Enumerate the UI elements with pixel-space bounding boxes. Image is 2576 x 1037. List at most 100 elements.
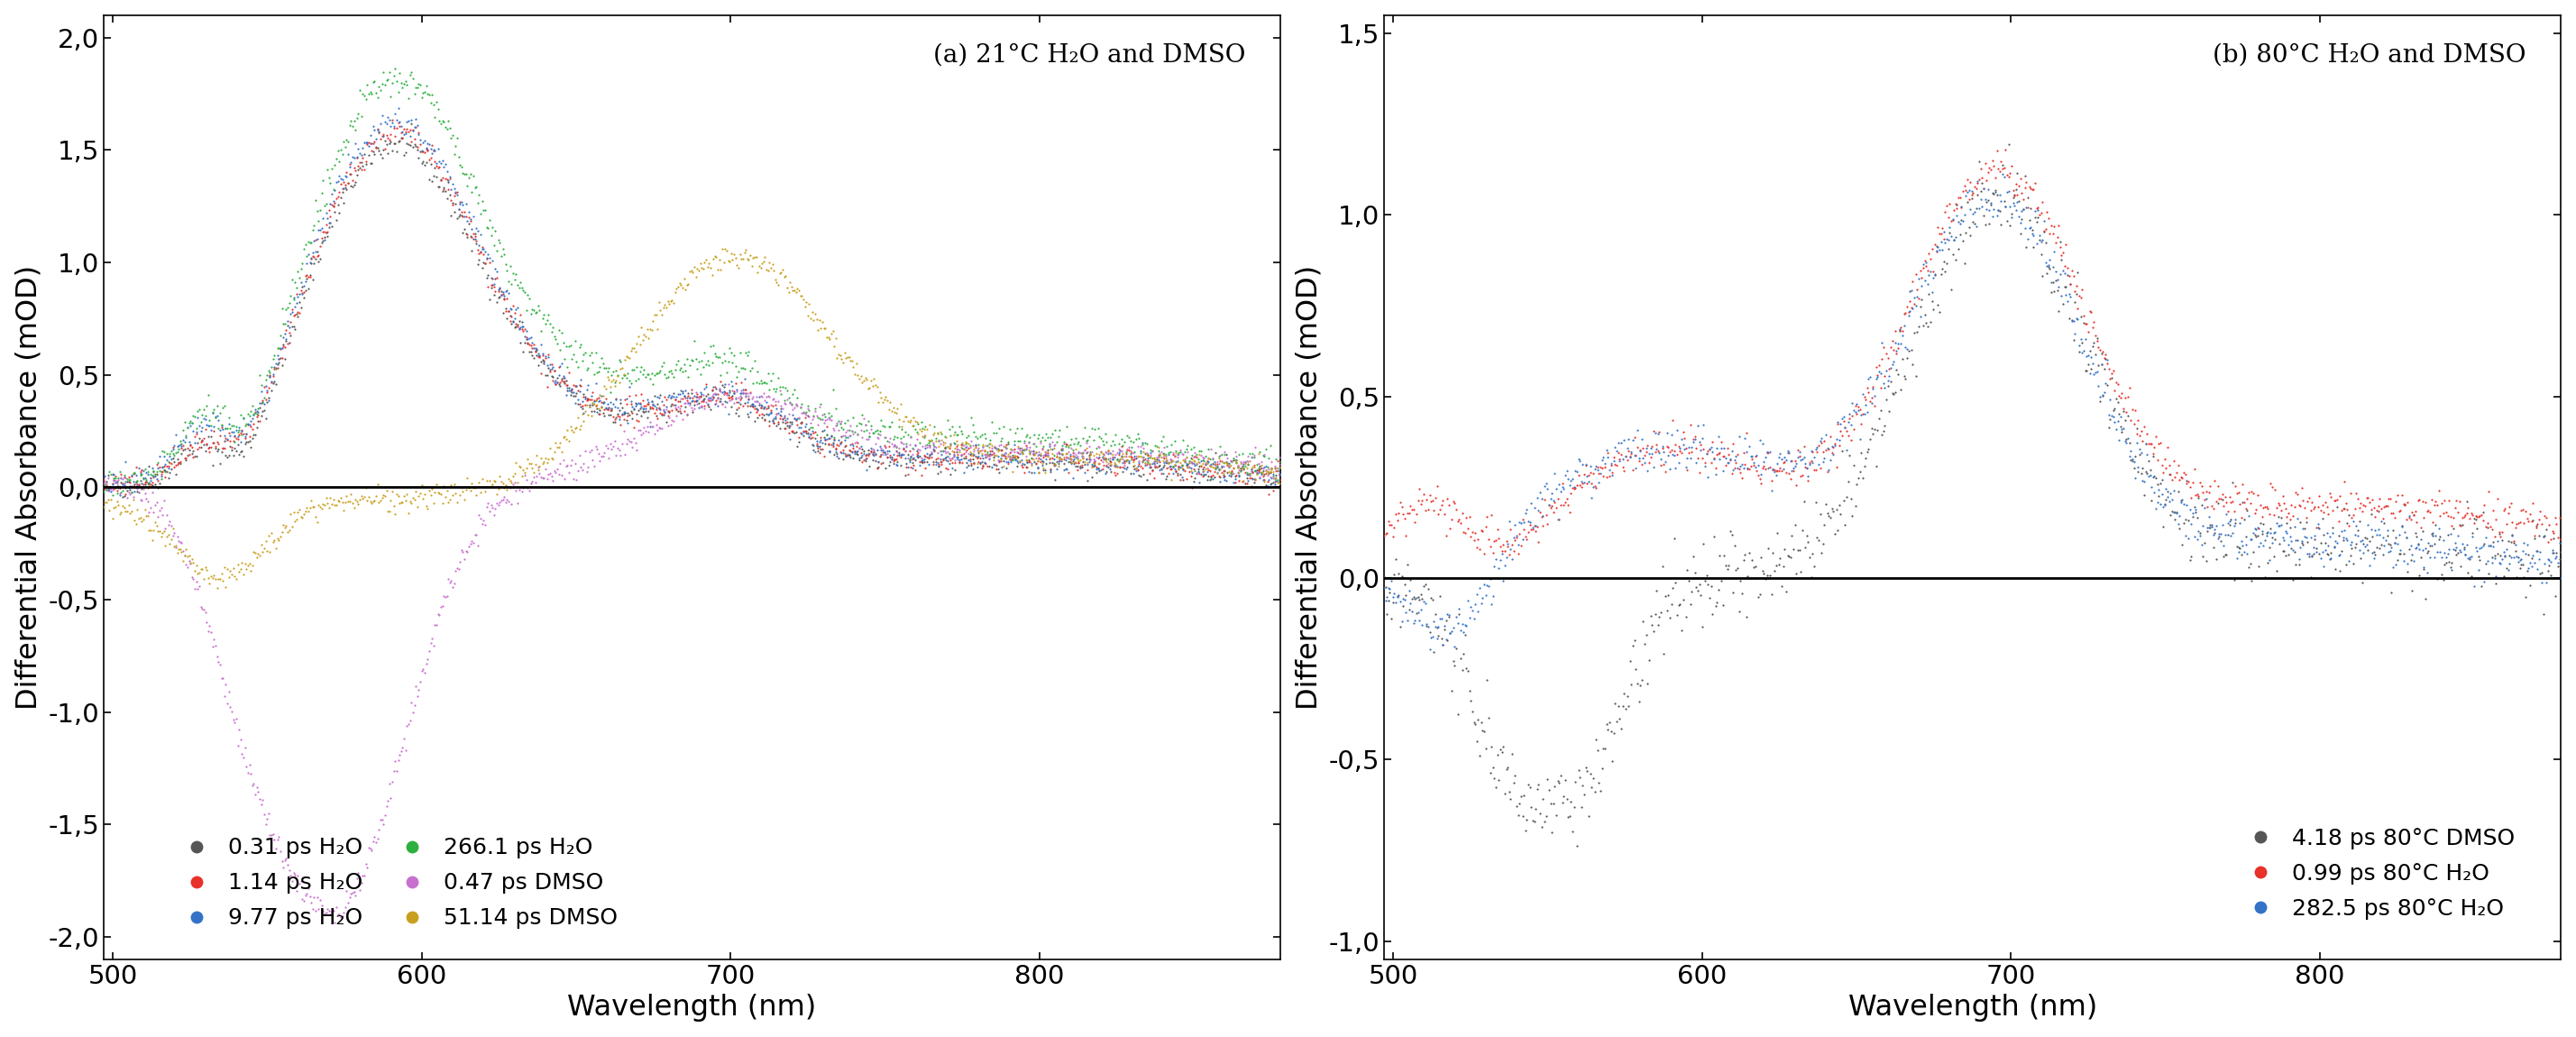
- Point: [1077, 420, 1118, 437]
- Point: [1012, 445, 1054, 461]
- Point: [1749, 444, 1790, 460]
- Point: [657, 393, 698, 410]
- Point: [698, 390, 739, 407]
- Point: [216, 737, 258, 754]
- Point: [2133, 483, 2174, 500]
- Point: [384, 730, 425, 747]
- Point: [1229, 466, 1270, 482]
- Point: [322, 171, 363, 188]
- Point: [616, 344, 657, 361]
- Point: [943, 436, 984, 452]
- Point: [2002, 202, 2043, 219]
- Point: [258, 355, 299, 371]
- Point: [283, 241, 325, 257]
- Point: [237, 545, 278, 562]
- Point: [2089, 361, 2130, 377]
- Point: [425, 190, 466, 206]
- Point: [2208, 512, 2249, 529]
- Point: [2540, 551, 2576, 567]
- Point: [471, 478, 513, 495]
- Point: [466, 496, 507, 512]
- Point: [531, 356, 572, 372]
- Point: [263, 336, 304, 353]
- Point: [183, 561, 224, 578]
- Point: [958, 428, 999, 445]
- Point: [1051, 440, 1092, 456]
- Point: [381, 742, 422, 759]
- Point: [829, 348, 871, 365]
- Point: [167, 415, 209, 431]
- Point: [482, 473, 523, 489]
- Point: [448, 538, 489, 555]
- Point: [88, 502, 129, 518]
- Point: [2267, 525, 2308, 541]
- Point: [801, 412, 842, 428]
- Point: [1901, 291, 1942, 308]
- Point: [538, 455, 580, 472]
- Point: [876, 444, 917, 460]
- Point: [1669, 449, 1710, 466]
- Point: [1260, 453, 1301, 470]
- Point: [1092, 437, 1133, 453]
- Point: [227, 416, 268, 432]
- Point: [2303, 527, 2344, 543]
- Point: [1159, 442, 1200, 458]
- Point: [2416, 497, 2458, 513]
- Point: [1198, 466, 1239, 482]
- Point: [621, 426, 662, 443]
- Point: [268, 862, 309, 878]
- Point: [1865, 380, 1906, 396]
- Point: [1865, 345, 1906, 362]
- Point: [124, 476, 165, 493]
- Point: [752, 255, 793, 272]
- Point: [392, 138, 433, 155]
- Point: [1499, 795, 1540, 812]
- Point: [2110, 443, 2151, 459]
- Point: [394, 85, 435, 102]
- Point: [93, 470, 134, 486]
- Point: [747, 394, 788, 411]
- Point: [258, 340, 299, 357]
- Point: [608, 414, 649, 430]
- Point: [1862, 374, 1904, 391]
- Point: [1146, 448, 1188, 465]
- Point: [533, 328, 574, 344]
- Point: [1126, 445, 1167, 461]
- Point: [1703, 596, 1744, 613]
- Point: [178, 410, 219, 426]
- Point: [793, 306, 835, 323]
- Point: [1170, 464, 1211, 480]
- Point: [116, 480, 157, 497]
- Point: [1942, 213, 1984, 229]
- Point: [1255, 471, 1296, 487]
- Point: [590, 373, 631, 390]
- Point: [1095, 467, 1136, 483]
- Point: [1535, 499, 1577, 515]
- Point: [927, 441, 969, 457]
- Point: [623, 326, 665, 342]
- Point: [1242, 466, 1283, 482]
- Point: [2164, 467, 2205, 483]
- Point: [698, 251, 739, 268]
- Point: [1705, 454, 1747, 471]
- Point: [1739, 457, 1780, 474]
- Point: [198, 570, 240, 587]
- Point: [1783, 449, 1824, 466]
- Point: [2094, 421, 2136, 438]
- Point: [866, 446, 907, 463]
- Point: [456, 256, 497, 273]
- Point: [706, 375, 747, 392]
- Point: [546, 457, 587, 474]
- Point: [2342, 503, 2383, 520]
- Point: [1960, 170, 2002, 187]
- Point: [1783, 438, 1824, 454]
- Point: [1046, 436, 1087, 452]
- Point: [1744, 449, 1785, 466]
- Point: [1157, 453, 1198, 470]
- Point: [1118, 467, 1159, 483]
- Point: [1139, 457, 1180, 474]
- Point: [227, 405, 268, 422]
- Point: [173, 571, 214, 588]
- Point: [407, 141, 448, 158]
- Point: [618, 395, 659, 412]
